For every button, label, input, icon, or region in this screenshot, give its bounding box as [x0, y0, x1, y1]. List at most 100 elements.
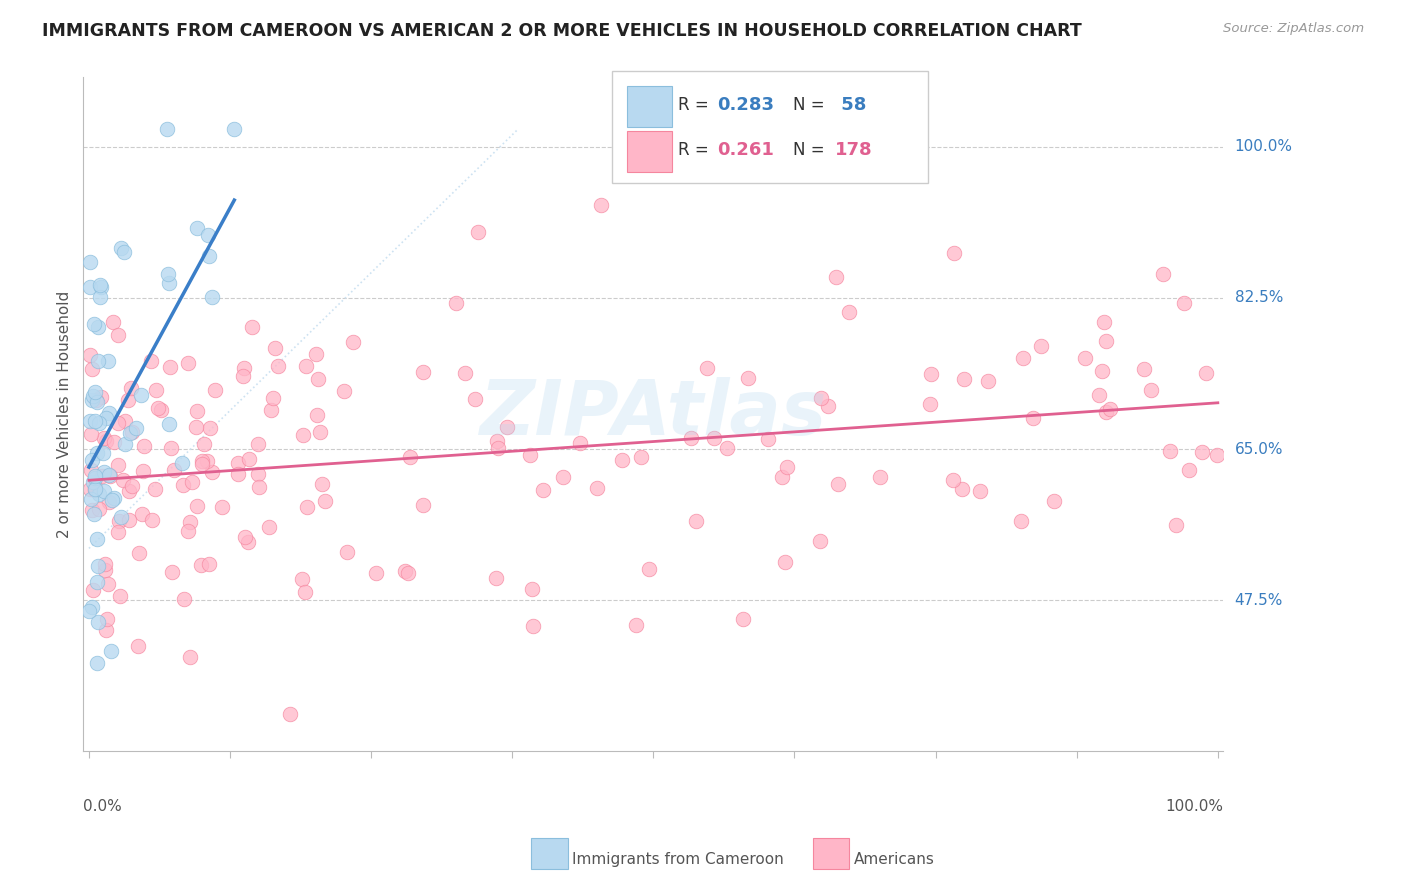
Point	[264, 341, 287, 355]
Point	[703, 431, 725, 445]
Point	[86, 574, 108, 589]
Point	[80, 392, 103, 407]
Point	[120, 381, 142, 395]
Point	[1042, 493, 1064, 508]
Point	[1010, 515, 1032, 529]
Point	[193, 436, 215, 450]
Point	[624, 618, 647, 632]
Point	[1031, 339, 1053, 353]
Point	[240, 320, 263, 334]
Point	[238, 451, 260, 466]
Point	[1094, 405, 1116, 419]
Point	[132, 463, 155, 477]
Point	[342, 335, 364, 350]
Point	[103, 491, 125, 506]
Point	[259, 520, 281, 534]
Point	[1194, 366, 1216, 380]
Point	[84, 468, 107, 483]
Point	[117, 392, 139, 407]
Point	[770, 470, 793, 484]
Point	[1012, 351, 1035, 366]
Point	[90, 280, 112, 294]
Point	[1099, 401, 1122, 416]
Point	[198, 421, 221, 435]
Point	[129, 388, 152, 402]
Point	[83, 507, 105, 521]
Point	[278, 707, 301, 722]
Point	[112, 244, 135, 259]
Point	[80, 463, 103, 477]
Text: 178: 178	[835, 141, 873, 159]
Point	[969, 484, 991, 499]
Point	[305, 408, 328, 422]
Point	[943, 245, 966, 260]
Text: 100.0%: 100.0%	[1166, 798, 1223, 814]
Point	[1091, 363, 1114, 377]
Point	[1191, 445, 1213, 459]
Point	[756, 432, 779, 446]
Point	[89, 501, 111, 516]
Point	[87, 559, 110, 574]
Point	[304, 347, 326, 361]
Point	[96, 410, 118, 425]
Point	[464, 392, 486, 407]
Point	[107, 525, 129, 540]
Point	[79, 348, 101, 362]
Point	[531, 483, 554, 497]
Point	[186, 499, 208, 513]
Point	[103, 435, 125, 450]
Point	[93, 465, 115, 479]
Point	[1132, 362, 1154, 376]
Point	[294, 585, 316, 599]
Point	[918, 397, 941, 411]
Point	[179, 515, 201, 529]
Y-axis label: 2 or more Vehicles in Household: 2 or more Vehicles in Household	[58, 291, 72, 538]
Point	[485, 571, 508, 585]
Point	[141, 354, 163, 368]
Point	[87, 354, 110, 368]
Point	[80, 492, 103, 507]
Point	[93, 446, 115, 460]
Point	[1152, 268, 1174, 282]
Point	[125, 421, 148, 435]
Point	[82, 453, 104, 467]
Point	[364, 566, 387, 580]
Point	[467, 225, 489, 239]
Point	[98, 469, 121, 483]
Point	[134, 439, 156, 453]
Point	[198, 249, 221, 263]
Point	[307, 372, 329, 386]
Point	[294, 359, 316, 373]
Point	[118, 426, 141, 441]
Point	[121, 425, 143, 439]
Point	[89, 278, 111, 293]
Point	[716, 441, 738, 455]
Text: N =: N =	[793, 141, 830, 159]
Point	[84, 471, 107, 485]
Point	[184, 420, 207, 434]
Point	[84, 413, 107, 427]
Point	[810, 391, 832, 405]
Point	[79, 414, 101, 428]
Point	[86, 656, 108, 670]
Point	[224, 122, 246, 136]
Point	[1092, 316, 1115, 330]
Point	[77, 604, 100, 618]
Point	[1178, 463, 1201, 477]
Point	[233, 530, 256, 544]
Text: 0.261: 0.261	[717, 141, 773, 159]
Text: 47.5%: 47.5%	[1234, 593, 1282, 607]
Point	[86, 395, 108, 409]
Point	[96, 612, 118, 626]
Text: Source: ZipAtlas.com: Source: ZipAtlas.com	[1223, 22, 1364, 36]
Point	[204, 383, 226, 397]
Point	[177, 524, 200, 538]
Point	[87, 416, 110, 430]
Point	[150, 402, 173, 417]
Point	[97, 495, 120, 509]
Point	[1166, 517, 1188, 532]
Point	[172, 478, 194, 492]
Point	[412, 498, 434, 512]
Point	[295, 500, 318, 514]
Point	[114, 436, 136, 450]
